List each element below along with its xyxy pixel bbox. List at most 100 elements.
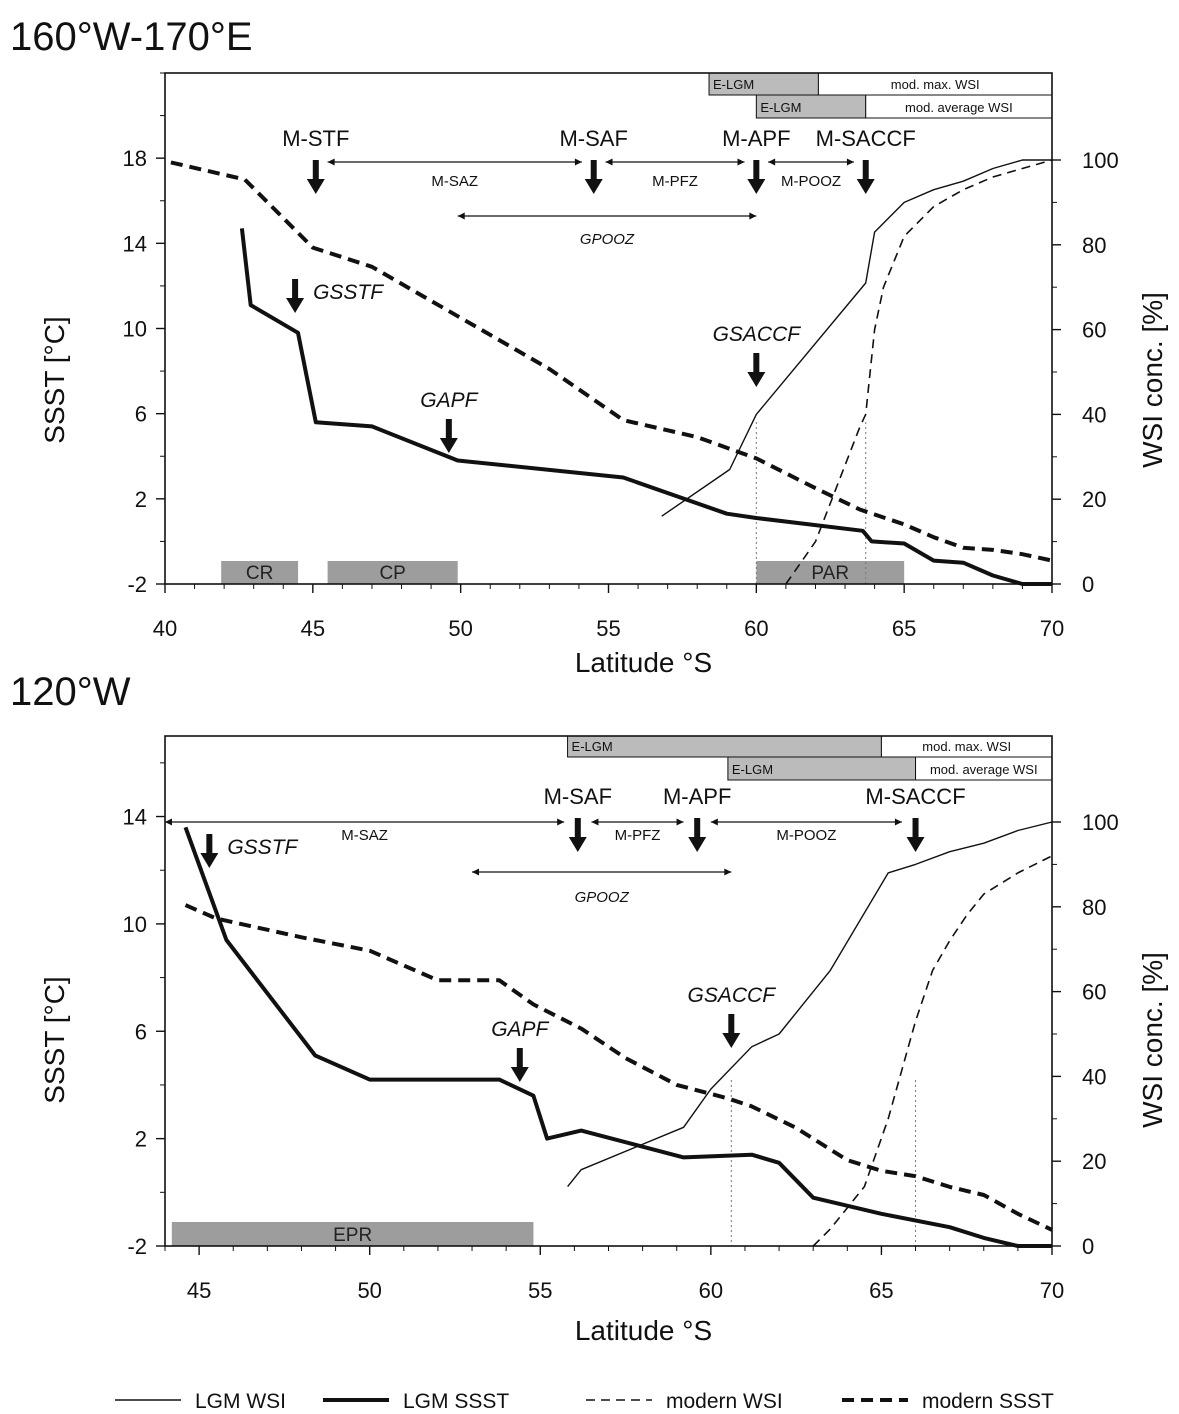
y-tick-label: 18: [123, 146, 147, 171]
series-line-lgm-ssst: [239, 228, 1052, 586]
y2-tick-label: 60: [1082, 318, 1106, 343]
x-axis-label: Latitude °S: [575, 647, 712, 678]
y-tick-label: 10: [123, 317, 147, 342]
y2-axis-label: WSI conc. [%]: [1137, 292, 1168, 468]
zone-label-m-saz: M-SAZ: [431, 173, 478, 190]
zone-label-m-pooz: M-POOZ: [781, 173, 841, 190]
legend-label-lgm-ssst: LGM SSST: [403, 1390, 509, 1413]
x-tick-label: 50: [448, 616, 472, 641]
y2-tick-label: 60: [1082, 980, 1106, 1005]
band-label-3: mod. average WSI: [905, 100, 1013, 115]
zone-arrow-m-pooz-head-right: [846, 158, 854, 166]
y2-tick-label: 0: [1082, 572, 1094, 597]
front-arrow-gapf: [439, 419, 458, 453]
series-line-modern-wsi: [785, 159, 1053, 585]
x-tick-label: 60: [744, 616, 768, 641]
legend-label-lgm-wsi: LGM WSI: [195, 1390, 286, 1413]
front-arrow-gsaccf: [722, 1014, 741, 1048]
y-tick-label: 2: [135, 1127, 147, 1152]
front-label-m-apf: M-APF: [722, 126, 790, 151]
zone-label-m-pfz: M-PFZ: [652, 173, 698, 190]
plot-frame: [164, 735, 1053, 1247]
region-box-cr: [221, 561, 299, 584]
zone-arrow-gpooz-head-left: [457, 212, 465, 220]
series-line-modern-wsi: [812, 855, 1053, 1247]
zone-label-m-pfz: M-PFZ: [615, 827, 661, 844]
legend-label-modern-ssst: modern SSST: [922, 1390, 1054, 1413]
y2-tick-label: 80: [1082, 233, 1106, 258]
zone-arrow-m-pfz-head-right: [676, 818, 684, 826]
front-arrow-m-saccf: [906, 818, 925, 852]
x-tick-label: 65: [892, 616, 916, 641]
y2-tick-label: 0: [1082, 1234, 1094, 1259]
front-arrow-m-saccf: [856, 160, 875, 194]
y-axis-label: SSST [°C]: [39, 316, 70, 443]
zone-arrow-gpooz-head-right: [724, 868, 732, 876]
zone-label-gpooz: GPOOZ: [580, 231, 635, 248]
front-arrow-m-saf: [568, 818, 587, 852]
y-tick-label: 14: [123, 231, 147, 256]
front-label-m-saf: M-SAF: [544, 784, 612, 809]
zone-arrow-m-saz-head-right: [574, 158, 582, 166]
x-tick-label: 55: [596, 616, 620, 641]
series-line-modern-ssst: [184, 903, 1053, 1232]
y-tick-label: -2: [127, 572, 147, 597]
zone-arrow-m-pfz-head-left: [591, 818, 599, 826]
series-line-lgm-wsi: [661, 159, 1052, 517]
zone-arrow-m-saz-head-left: [327, 158, 335, 166]
front-label-gsaccf: GSACCF: [713, 323, 802, 346]
x-tick-label: 70: [1040, 1278, 1064, 1303]
x-tick-label: 45: [187, 1278, 211, 1303]
band-label-0: E-LGM: [713, 77, 754, 92]
zone-arrow-m-pfz-head-left: [605, 158, 613, 166]
front-label-m-saf: M-SAF: [559, 126, 627, 151]
band-box-0: [567, 735, 882, 758]
zone-label-m-pooz: M-POOZ: [776, 827, 836, 844]
y-tick-label: 2: [135, 487, 147, 512]
y2-tick-label: 80: [1082, 895, 1106, 920]
front-arrow-m-saf: [584, 160, 603, 194]
x-tick-label: 70: [1040, 616, 1064, 641]
y-axis-label: SSST [°C]: [39, 976, 70, 1103]
zone-arrow-m-pooz-head-left: [710, 818, 718, 826]
region-box-epr: [171, 1222, 534, 1246]
band-label-0: E-LGM: [572, 739, 613, 754]
front-label-gapf: GAPF: [491, 1018, 549, 1041]
front-label-gsstf: GSSTF: [227, 836, 298, 859]
panel-title: 120°W: [10, 670, 131, 714]
front-label-m-saccf: M-SACCF: [865, 784, 965, 809]
y2-tick-label: 100: [1082, 148, 1119, 173]
zone-arrow-m-saz-head-right: [557, 818, 565, 826]
front-arrow-gsstf: [286, 279, 305, 313]
zone-arrow-m-saz-head-left: [165, 818, 172, 826]
region-label-cr: CR: [246, 563, 273, 584]
legend-label-modern-wsi: modern WSI: [666, 1390, 783, 1413]
front-label-gapf: GAPF: [420, 389, 478, 412]
zone-label-m-saz: M-SAZ: [341, 827, 388, 844]
x-tick-label: 45: [301, 616, 325, 641]
front-label-m-saccf: M-SACCF: [816, 126, 916, 151]
x-tick-label: 60: [699, 1278, 723, 1303]
zone-arrow-m-pfz-head-right: [737, 158, 745, 166]
band-label-2: E-LGM: [760, 100, 801, 115]
region-label-epr: EPR: [333, 1225, 372, 1246]
front-label-m-apf: M-APF: [663, 784, 731, 809]
front-arrow-gapf: [510, 1048, 529, 1082]
front-arrow-gsaccf: [747, 353, 766, 387]
y-tick-label: 6: [135, 1019, 147, 1044]
front-label-gsaccf: GSACCF: [688, 984, 777, 1007]
region-box-par: [756, 561, 905, 584]
band-label-1: mod. max. WSI: [922, 739, 1011, 754]
x-tick-label: 40: [153, 616, 177, 641]
zone-arrow-m-pooz-head-left: [768, 158, 776, 166]
x-axis-label: Latitude °S: [575, 1315, 712, 1346]
band-label-2: E-LGM: [732, 762, 773, 777]
zone-arrow-gpooz-head-right: [749, 212, 757, 220]
panel-title: 160°W-170°E: [10, 15, 253, 59]
y2-tick-label: 40: [1082, 1064, 1106, 1089]
y-tick-label: 6: [135, 402, 147, 427]
x-tick-label: 65: [869, 1278, 893, 1303]
series-line-modern-ssst: [170, 160, 1053, 563]
region-box-cp: [327, 561, 458, 584]
front-arrow-m-stf: [306, 160, 325, 194]
